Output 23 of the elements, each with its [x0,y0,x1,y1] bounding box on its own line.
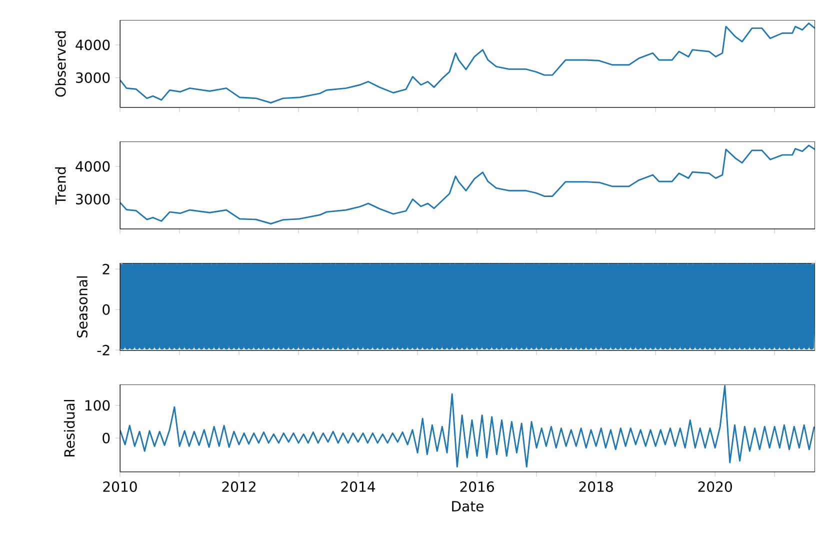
y-axis-title: Observed [55,31,66,97]
line-series [120,144,816,224]
y-tick-label: 0 [102,304,110,315]
y-tick-label: 2 [102,264,110,274]
y-axis-title: Seasonal [76,276,88,338]
x-tick-label: 2020 [698,481,732,492]
y-tick-label: 3000 [76,72,110,83]
x-axis-title: Date [452,501,484,512]
y-tick-label: 0 [102,432,110,444]
y-axis-title: Residual [64,400,75,456]
x-tick-label: 2012 [222,481,256,492]
line-series [120,22,816,104]
x-tick-label: 2018 [579,481,613,492]
x-tick-label: 2014 [341,481,376,492]
y-axis-title: Trend [55,167,66,204]
y-tick-label: 4000 [76,161,110,172]
y-tick-label: 3000 [76,194,110,204]
x-tick-label: 2010 [103,481,137,492]
y-tick-label: 4000 [76,40,110,50]
line-series [120,385,815,468]
x-tick-label: 2016 [460,481,494,492]
y-tick-label: -2 [97,344,110,356]
y-tick-label: 100 [85,400,110,411]
